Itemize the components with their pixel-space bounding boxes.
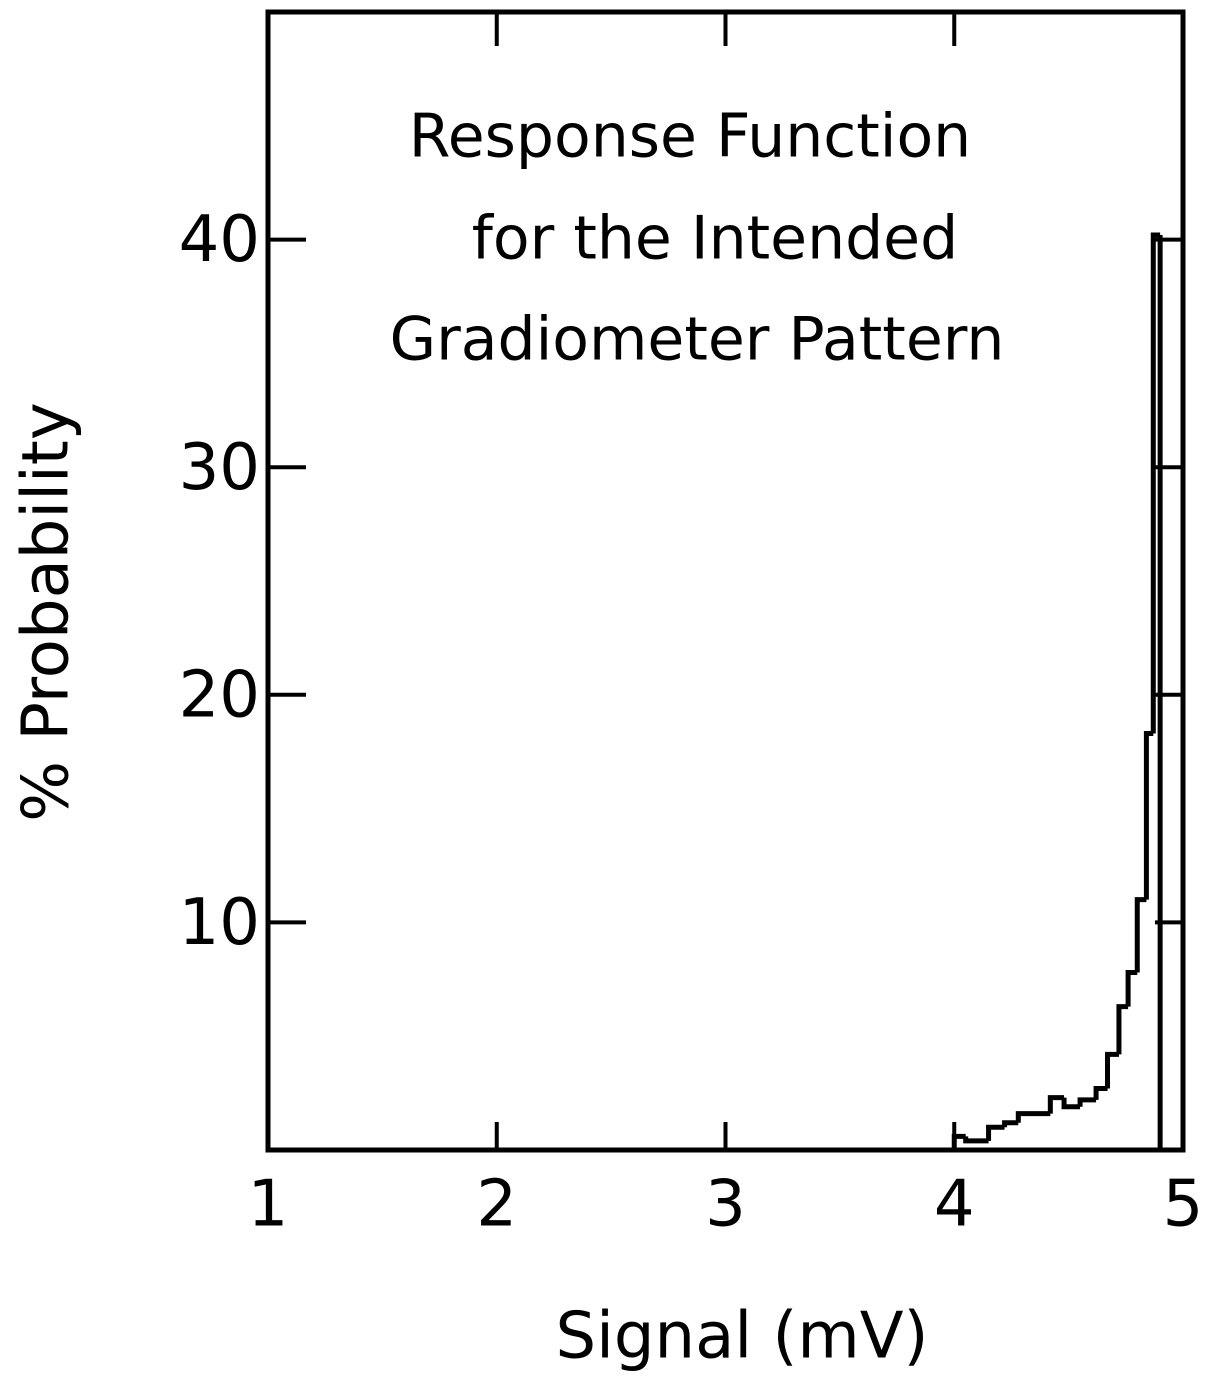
step-segment (951, 1133, 966, 1150)
step-segment (1015, 1111, 1051, 1123)
y-tick-label: 40 (179, 203, 260, 277)
x-tick-label: 4 (934, 1168, 975, 1242)
step-segment (1093, 1086, 1108, 1100)
y-tick-label: 20 (179, 658, 260, 732)
chart-title: Response Function (409, 102, 971, 172)
plot-frame (265, 9, 1186, 1153)
step-segment (1047, 1095, 1065, 1114)
step-segment (1116, 1004, 1129, 1055)
x-tick-label: 3 (705, 1168, 746, 1242)
step-segment (1061, 1097, 1081, 1110)
y-axis-label: % Probability (10, 402, 84, 821)
x-axis-label: Signal (mV) (556, 1300, 929, 1374)
step-segment (963, 1136, 989, 1144)
y-tick-label: 30 (179, 431, 260, 505)
step-segment (1134, 897, 1147, 973)
step-segment (1125, 969, 1138, 1007)
step-segment (1077, 1097, 1097, 1107)
chart-title: for the Intended (472, 204, 958, 274)
x-tick-label: 5 (1163, 1168, 1204, 1242)
y-tick-label: 10 (179, 886, 260, 960)
step-segment (986, 1124, 1005, 1141)
chart-title: Gradiometer Pattern (390, 305, 1005, 375)
x-tick-label: 2 (476, 1168, 517, 1242)
step-segment (1143, 730, 1154, 900)
step-segment (1002, 1120, 1019, 1128)
step-segment (1105, 1051, 1119, 1089)
x-tick-label: 1 (248, 1168, 289, 1242)
